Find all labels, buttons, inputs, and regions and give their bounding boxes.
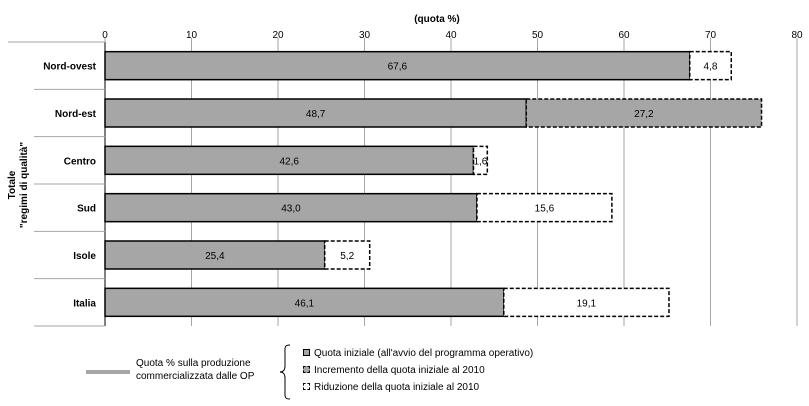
y-axis-title-line-1: Totale — [7, 170, 18, 199]
legend-caption: Quota % sulla produzione commercializzat… — [136, 358, 255, 382]
x-tick-label: 0 — [102, 30, 108, 41]
data-label-change: 15,6 — [535, 204, 555, 215]
bar-change-Centro — [472, 145, 489, 176]
y-tick-label: Sud — [77, 204, 96, 215]
x-tick-label: 50 — [532, 30, 544, 41]
x-tick-label: 70 — [705, 30, 717, 41]
data-label-change: 4,8 — [704, 62, 718, 73]
dashed-empty-swatch-icon — [303, 383, 310, 390]
x-tick-label: 40 — [445, 30, 457, 41]
bar-change-Nord-est — [525, 98, 763, 128]
legend-items: Quota iniziale (all'avvio del programma … — [303, 345, 533, 396]
bar-change-Sud — [476, 192, 613, 223]
bar-initial-Isole — [104, 240, 326, 270]
data-label-initial: 67,6 — [388, 62, 408, 73]
bar-change-Italia — [503, 287, 670, 318]
data-label-initial: 48,7 — [306, 109, 326, 120]
x-axis-tick-labels: 0 10 20 30 40 50 60 70 80 — [102, 30, 803, 41]
y-tick-label: Centro — [64, 156, 96, 167]
data-label-change: 27,2 — [634, 109, 654, 120]
y-tick-label: Isole — [73, 251, 96, 262]
bars: 67,6 4,8 48,7 27,2 42,6 1,6 43,0 15,6 25,4 5,2 46,… — [104, 50, 763, 318]
legend-item-riduzione: Riduzione della quota iniziale al 2010 — [303, 379, 533, 396]
y-tick-label: Italia — [73, 298, 96, 309]
legend-item-quota-iniziale: Quota iniziale (all'avvio del programma … — [303, 345, 533, 362]
data-label-initial: 42,6 — [280, 156, 300, 167]
data-label-initial: 25,4 — [205, 251, 225, 262]
stacked-bar-chart: (quota %) 0 10 20 30 40 50 60 70 80 Nord-ovestNo… — [7, 14, 803, 327]
legend: Quota % sulla produzione commercializzat… — [0, 338, 809, 406]
data-label-change: 5,2 — [340, 251, 354, 262]
bar-change-Isole — [323, 240, 371, 270]
y-axis-title-line-2: "regimi di qualità" — [19, 142, 30, 228]
chart-title: (quota %) — [414, 14, 460, 25]
legend-item-label: Quota iniziale (all'avvio del programma … — [314, 348, 534, 359]
bar-change-Nord-ovest — [688, 50, 733, 81]
data-label-initial: 43,0 — [281, 204, 301, 215]
legend-line-swatch — [86, 370, 130, 374]
data-label-change: 1,6 — [473, 156, 487, 167]
bar-initial-Centro — [104, 145, 475, 176]
grid-lines — [104, 38, 798, 326]
legend-item-label: Incremento della quota iniziale al 2010 — [314, 365, 485, 376]
bar-initial-Nord-ovest — [104, 50, 691, 81]
x-tick-label: 30 — [359, 30, 371, 41]
data-label-change: 19,1 — [577, 298, 597, 309]
x-tick-label: 10 — [186, 30, 198, 41]
legend-item-incremento: Incremento della quota iniziale al 2010 — [303, 362, 533, 379]
y-axis: Nord-ovest Nord-est Centro Sud Isole Italia — [8, 41, 106, 327]
solid-swatch-icon — [303, 349, 310, 356]
y-tick-label: Nord-ovest — [43, 62, 96, 73]
bar-initial-Nord-est — [104, 98, 528, 128]
dashed-swatch-icon — [303, 366, 310, 373]
data-label-initial: 46,1 — [295, 298, 315, 309]
x-tick-label: 20 — [272, 30, 284, 41]
x-tick-label: 60 — [618, 30, 630, 41]
y-tick-label: Nord-est — [55, 109, 97, 120]
legend-brace-icon — [279, 344, 291, 400]
x-tick-label: 80 — [791, 30, 803, 41]
bar-initial-Italia — [104, 287, 505, 318]
legend-item-label: Riduzione della quota iniziale al 2010 — [314, 382, 480, 393]
